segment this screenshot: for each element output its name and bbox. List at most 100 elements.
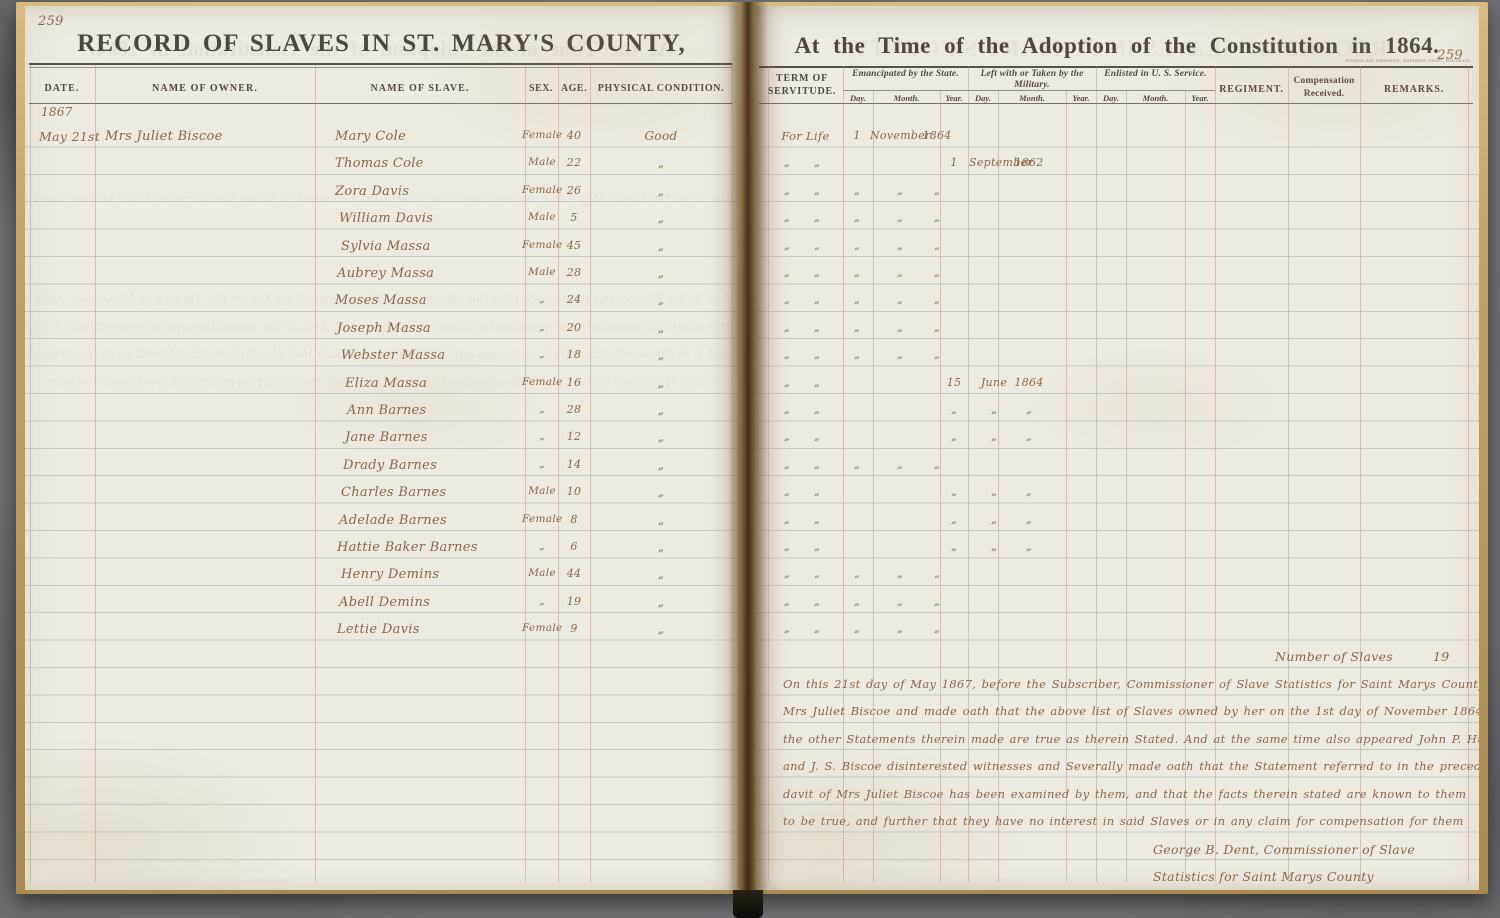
column-divider-line <box>732 63 733 882</box>
cell-condition: „ <box>657 156 665 171</box>
cell-term-ditto: „ <box>784 403 790 416</box>
right-page-number: 259 <box>1437 48 1463 63</box>
header-top-rule <box>29 63 732 65</box>
cell-military-month: „ <box>991 540 997 553</box>
column-divider-line <box>558 63 559 882</box>
ruled-lines <box>25 119 738 884</box>
cell-term-ditto: „ <box>784 183 790 197</box>
cell-emancipated-day: „ <box>854 622 860 636</box>
subheader-day: Day. <box>975 93 991 103</box>
column-divider-line <box>1468 66 1469 882</box>
header-top-rule-thin <box>29 66 732 68</box>
cell-military-year: „ <box>1026 485 1032 499</box>
column-divider-line <box>525 63 526 882</box>
cell-military-month: „ <box>991 512 997 526</box>
cell-slave: Charles Barnes <box>341 485 447 501</box>
cell-military-day: „ <box>951 540 957 553</box>
cell-emancipated-year: „ <box>934 238 940 252</box>
cell-emancipated-day: „ <box>854 293 860 307</box>
cell-sex: „ <box>539 430 545 443</box>
cell-term-ditto: „ <box>784 512 790 526</box>
cell-term-ditto: „ <box>784 485 790 499</box>
cell-slave: Ann Barnes <box>347 403 427 418</box>
cell-emancipated-year: „ <box>934 567 940 581</box>
cell-slave: Joseph Massa <box>337 320 431 336</box>
cell-sex: „ <box>539 293 545 306</box>
cell-emancipated-month: „ <box>897 567 903 581</box>
column-header-sex: SEX. <box>529 83 553 94</box>
cell-sex: „ <box>539 540 545 552</box>
cell-slave: Webster Massa <box>341 348 446 364</box>
cell-emancipated-day: „ <box>854 266 860 279</box>
cell-term-ditto: „ <box>814 375 820 389</box>
cell-sex: Female <box>522 129 563 141</box>
cell-term-ditto: „ <box>784 211 790 225</box>
cell-military-month: September <box>969 156 1033 170</box>
cell-condition: „ <box>657 320 665 335</box>
cell-age: 12 <box>566 430 582 444</box>
cell-emancipated-day: 1 <box>853 129 861 142</box>
group-header-emancipated: Emancipated by the State. <box>852 69 959 79</box>
cell-age: 20 <box>566 320 582 334</box>
cell-condition: „ <box>657 348 665 363</box>
column-divider-line <box>998 90 999 882</box>
group-header-enlisted: Enlisted in U. S. Service. <box>1104 69 1207 79</box>
cell-condition: „ <box>657 594 665 609</box>
cell-military-day: „ <box>951 403 957 416</box>
cell-sex: Female <box>522 512 563 525</box>
cell-emancipated-day: „ <box>854 348 860 362</box>
cell-age: 28 <box>566 266 582 279</box>
subheader-month: Month. <box>893 93 920 103</box>
column-header-condition: PHYSICAL CONDITION. <box>597 83 725 94</box>
cell-condition: „ <box>657 375 665 390</box>
cell-military-month: „ <box>991 403 997 416</box>
cell-term-ditto: „ <box>814 348 820 362</box>
cell-military-year: „ <box>1026 540 1032 553</box>
affidavit-line: and J. S. Biscoe disinterested witnesses… <box>783 759 1479 774</box>
cell-age: 14 <box>566 457 582 471</box>
column-divider-line <box>1215 66 1216 882</box>
number-of-slaves-value: 19 <box>1433 649 1450 664</box>
column-divider-line <box>1126 90 1127 882</box>
cell-term-ditto: „ <box>814 320 820 334</box>
column-divider-line <box>590 63 591 882</box>
cell-slave: Mary Cole <box>335 129 407 144</box>
cell-term-ditto: „ <box>784 156 790 170</box>
cell-sex: Female <box>522 622 563 635</box>
cell-condition: Good <box>644 129 678 143</box>
cell-condition: „ <box>657 403 665 417</box>
cell-emancipated-month: „ <box>897 266 903 279</box>
column-divider-line <box>768 66 769 882</box>
cell-term-ditto: „ <box>814 211 820 225</box>
book-spine <box>733 890 763 918</box>
cell-emancipated-day: „ <box>854 320 860 334</box>
column-divider-line <box>1360 66 1361 882</box>
cell-age: 16 <box>566 375 582 389</box>
header-bottom-rule <box>29 103 732 105</box>
cell-age: 19 <box>566 594 582 608</box>
cell-term-ditto: „ <box>814 183 820 197</box>
column-divider-line <box>1288 66 1289 882</box>
subheader-year: Year. <box>945 93 963 103</box>
cell-emancipated-day: „ <box>854 183 860 197</box>
cell-condition: „ <box>657 622 665 637</box>
cell-slave: Abell Demins <box>339 594 431 610</box>
cell-term-ditto: „ <box>814 403 820 416</box>
cell-term-ditto: „ <box>814 156 820 170</box>
cell-condition: „ <box>657 293 665 308</box>
column-divider-line <box>95 63 96 882</box>
affidavit-line: to be true, and further that they have n… <box>783 814 1464 828</box>
cell-emancipated-month: „ <box>897 348 903 362</box>
cell-term-ditto: „ <box>814 457 820 471</box>
right-page: 259 RECORD OF SLAVES IN ST. MARY'S COUNT… <box>755 6 1479 890</box>
cell-slave: Moses Massa <box>335 293 427 309</box>
cell-slave: Sylvia Massa <box>341 238 431 254</box>
column-divider-line <box>30 63 31 882</box>
cell-term-ditto: „ <box>784 348 790 362</box>
cell-military-year: 1864 <box>1014 375 1044 389</box>
cell-emancipated-year: „ <box>934 457 940 471</box>
cell-slave: Aubrey Massa <box>337 266 435 281</box>
cell-sex: Female <box>522 238 563 251</box>
cell-age: 9 <box>570 622 578 636</box>
cell-age: 44 <box>566 567 582 581</box>
